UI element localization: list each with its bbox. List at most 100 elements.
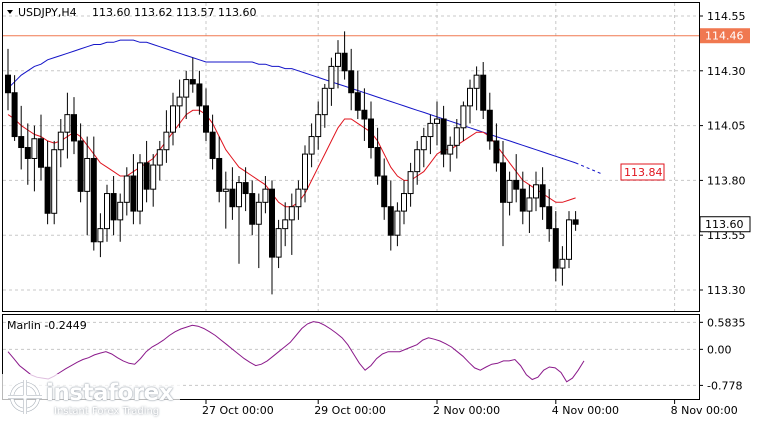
candle[interactable] (44, 140, 51, 225)
candle[interactable] (302, 145, 308, 203)
candle[interactable] (486, 92, 493, 150)
candle[interactable] (414, 140, 421, 185)
bear-candle-body (77, 140, 84, 192)
candle[interactable] (440, 105, 447, 168)
candle[interactable] (374, 127, 381, 185)
candle[interactable] (368, 101, 374, 159)
candle[interactable] (526, 184, 533, 234)
candle[interactable] (480, 62, 487, 120)
candle[interactable] (123, 167, 130, 216)
candle[interactable] (513, 154, 520, 203)
candle[interactable] (196, 70, 203, 115)
candle[interactable] (420, 127, 427, 168)
candle[interactable] (143, 140, 150, 203)
candle[interactable] (203, 88, 209, 141)
candles[interactable] (5, 31, 579, 295)
candle[interactable] (64, 92, 71, 159)
candle[interactable] (104, 184, 110, 242)
candle[interactable] (381, 158, 388, 220)
candle[interactable] (150, 154, 157, 207)
candle[interactable] (5, 48, 11, 111)
candle[interactable] (546, 189, 553, 242)
candle[interactable] (321, 83, 328, 128)
candle[interactable] (183, 70, 190, 120)
candle[interactable] (84, 136, 91, 236)
candle[interactable] (255, 193, 262, 269)
candle[interactable] (407, 162, 414, 207)
bear-candle-body (249, 193, 256, 225)
candle[interactable] (269, 180, 275, 295)
candle[interactable] (222, 171, 229, 229)
candle[interactable] (31, 125, 38, 192)
candle[interactable] (473, 66, 480, 111)
candle[interactable] (229, 167, 236, 220)
candle[interactable] (533, 171, 539, 212)
candle[interactable] (328, 57, 335, 106)
candle[interactable] (275, 219, 282, 269)
candle[interactable] (209, 114, 216, 170)
chart-menu-triangle-icon[interactable] (7, 10, 13, 14)
candle[interactable] (110, 176, 117, 236)
candle[interactable] (216, 136, 223, 203)
candle[interactable] (348, 48, 355, 111)
candle[interactable] (315, 101, 322, 150)
bull-candle-body (533, 184, 539, 199)
candle[interactable] (506, 171, 513, 216)
candle[interactable] (341, 31, 348, 80)
bear-candle-body (486, 109, 493, 142)
candle[interactable] (90, 136, 97, 251)
candle[interactable] (467, 79, 473, 124)
candle[interactable] (242, 167, 249, 212)
candle[interactable] (288, 193, 295, 255)
candle[interactable] (170, 92, 176, 146)
candle[interactable] (493, 123, 500, 172)
candle[interactable] (117, 193, 124, 242)
candle[interactable] (427, 114, 434, 155)
candle[interactable] (434, 101, 440, 146)
candle[interactable] (401, 180, 407, 225)
candle[interactable] (71, 97, 77, 155)
candle[interactable] (130, 154, 137, 225)
candle[interactable] (447, 136, 454, 172)
candle[interactable] (559, 246, 566, 286)
candle[interactable] (519, 171, 526, 225)
candle[interactable] (354, 70, 361, 120)
candle[interactable] (282, 202, 289, 247)
candle[interactable] (566, 211, 572, 269)
candle[interactable] (11, 75, 18, 141)
candle[interactable] (361, 88, 368, 141)
candle[interactable] (552, 211, 559, 282)
candle[interactable] (24, 123, 31, 185)
candle[interactable] (156, 140, 163, 181)
candle[interactable] (295, 180, 302, 220)
candle[interactable] (335, 40, 341, 89)
candle[interactable] (189, 57, 196, 93)
candle[interactable] (394, 202, 401, 247)
candle[interactable] (77, 123, 84, 203)
candle[interactable] (308, 123, 315, 168)
candle[interactable] (539, 167, 546, 220)
bear-candle-body (44, 166, 51, 214)
candle[interactable] (460, 101, 467, 141)
candle[interactable] (97, 213, 104, 258)
candle[interactable] (38, 114, 44, 181)
candle[interactable] (249, 180, 256, 236)
candle[interactable] (176, 79, 183, 128)
candle[interactable] (500, 140, 506, 247)
candle[interactable] (163, 110, 170, 163)
candle[interactable] (51, 140, 58, 225)
bear-candle-body (519, 188, 526, 212)
candle[interactable] (262, 176, 269, 214)
candle[interactable] (572, 211, 579, 231)
slow-ma-line (7, 39, 576, 164)
candle[interactable] (57, 119, 64, 168)
bull-candle-body (434, 118, 440, 124)
bear-candle-body (38, 138, 44, 168)
candle[interactable] (137, 154, 143, 225)
bull-candle-body (51, 149, 58, 214)
candle[interactable] (453, 119, 460, 159)
candle[interactable] (18, 105, 25, 170)
candle[interactable] (236, 176, 242, 264)
candle[interactable] (387, 180, 394, 251)
